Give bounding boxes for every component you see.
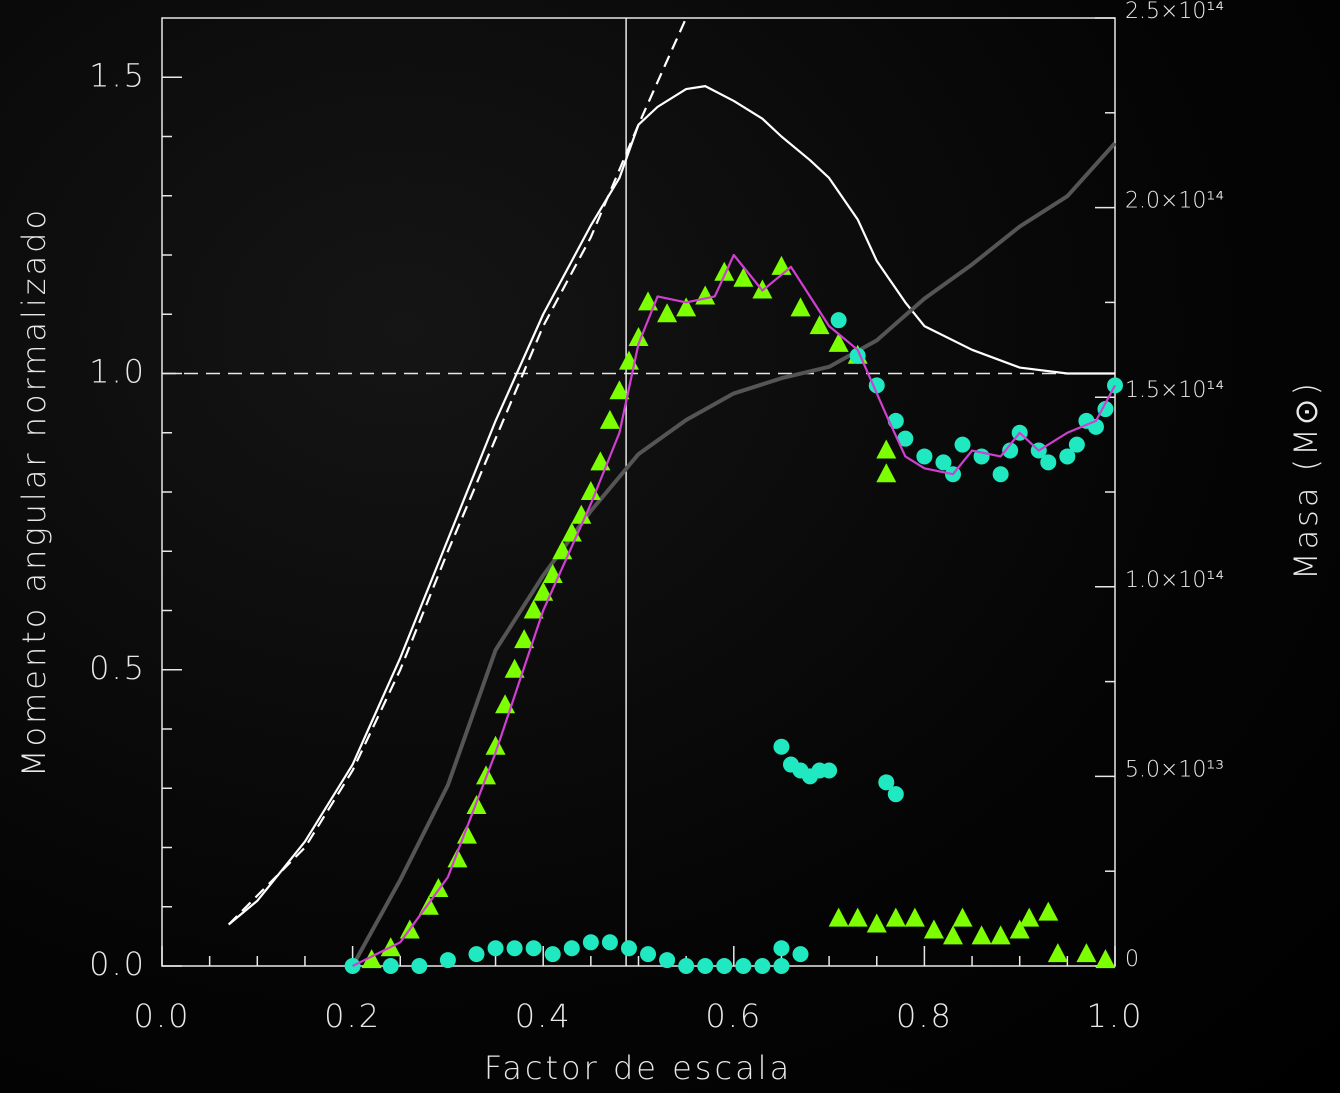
- circle-marker: [773, 739, 789, 755]
- circle-marker: [773, 958, 789, 974]
- circle-marker: [697, 958, 713, 974]
- triangle-marker: [943, 925, 963, 944]
- triangle-marker: [810, 315, 830, 334]
- circle-marker: [888, 786, 904, 802]
- y-tick-label: 1.5: [89, 56, 146, 94]
- circle-marker: [468, 946, 484, 962]
- y2-tick-label: 2.5×10¹⁴: [1125, 0, 1224, 24]
- triangle-marker: [695, 285, 715, 304]
- x-tick-label: 0.6: [705, 997, 762, 1035]
- circle-marker: [793, 946, 809, 962]
- triangle-marker: [771, 256, 791, 275]
- circle-marker: [955, 437, 971, 453]
- triangle-marker: [876, 440, 896, 459]
- circle-marker: [821, 762, 837, 778]
- circle-marker: [488, 940, 504, 956]
- circle-marker: [507, 940, 523, 956]
- y2-tick-label: 1.5×10¹⁴: [1125, 378, 1224, 403]
- circle-marker: [621, 940, 637, 956]
- triangle-marker: [829, 908, 849, 927]
- circle-marker: [411, 958, 427, 974]
- circle-marker: [773, 940, 789, 956]
- triangle-marker: [953, 908, 973, 927]
- triangle-marker: [657, 303, 677, 322]
- triangle-marker: [991, 925, 1011, 944]
- triangle-marker: [924, 919, 944, 938]
- triangle-marker: [600, 410, 620, 429]
- circle-marker: [1069, 437, 1085, 453]
- triangle-marker: [972, 925, 992, 944]
- triangle-marker: [886, 908, 906, 927]
- triangle-marker: [1019, 908, 1039, 927]
- triangle-marker: [905, 908, 925, 927]
- triangle-marker: [829, 333, 849, 352]
- series-line: [353, 255, 1115, 966]
- x-tick-label: 1.0: [1087, 997, 1144, 1035]
- x-tick-label: 0.0: [134, 997, 191, 1035]
- y-tick-label: 0.0: [89, 945, 146, 983]
- y-tick-label: 1.0: [89, 353, 146, 391]
- y2-tick-label: 5.0×10¹³: [1125, 757, 1224, 782]
- circle-marker: [640, 946, 656, 962]
- y2-tick-label: 0: [1125, 947, 1139, 972]
- x-axis-title: Factor de escala: [484, 1049, 792, 1087]
- triangle-marker: [1095, 949, 1115, 968]
- y2-axis-title: Masa (M⊙): [1287, 380, 1325, 580]
- circle-marker: [440, 952, 456, 968]
- circle-marker: [754, 958, 770, 974]
- circle-marker: [383, 958, 399, 974]
- circle-marker: [583, 934, 599, 950]
- y2-tick-label: 2.0×10¹⁴: [1125, 189, 1224, 214]
- triangle-marker: [1038, 902, 1058, 921]
- triangle-marker: [791, 297, 811, 316]
- series-line: [229, 86, 1115, 924]
- x-tick-label: 0.8: [896, 997, 953, 1035]
- circle-marker: [916, 448, 932, 464]
- circle-marker: [735, 958, 751, 974]
- circle-marker: [564, 940, 580, 956]
- plot-frame: [162, 18, 1115, 966]
- circle-marker: [545, 946, 561, 962]
- chart: Factor de escala Momento angular normali…: [0, 0, 1340, 1093]
- x-tick-label: 0.2: [324, 997, 381, 1035]
- triangle-marker: [1048, 943, 1068, 962]
- circle-marker: [716, 958, 732, 974]
- circle-marker: [526, 940, 542, 956]
- circle-marker: [831, 312, 847, 328]
- triangle-marker: [1076, 943, 1096, 962]
- circle-marker: [1040, 454, 1056, 470]
- y2-tick-label: 1.0×10¹⁴: [1125, 568, 1224, 593]
- triangle-marker: [867, 914, 887, 933]
- series-line: [229, 18, 686, 925]
- circle-marker: [659, 952, 675, 968]
- triangle-marker: [876, 463, 896, 482]
- y-tick-label: 0.5: [89, 649, 146, 687]
- circle-marker: [602, 934, 618, 950]
- triangle-marker: [848, 908, 868, 927]
- circle-marker: [678, 958, 694, 974]
- x-tick-label: 0.4: [515, 997, 572, 1035]
- y-axis-title: Momento angular normalizado: [15, 207, 53, 777]
- circle-marker: [993, 466, 1009, 482]
